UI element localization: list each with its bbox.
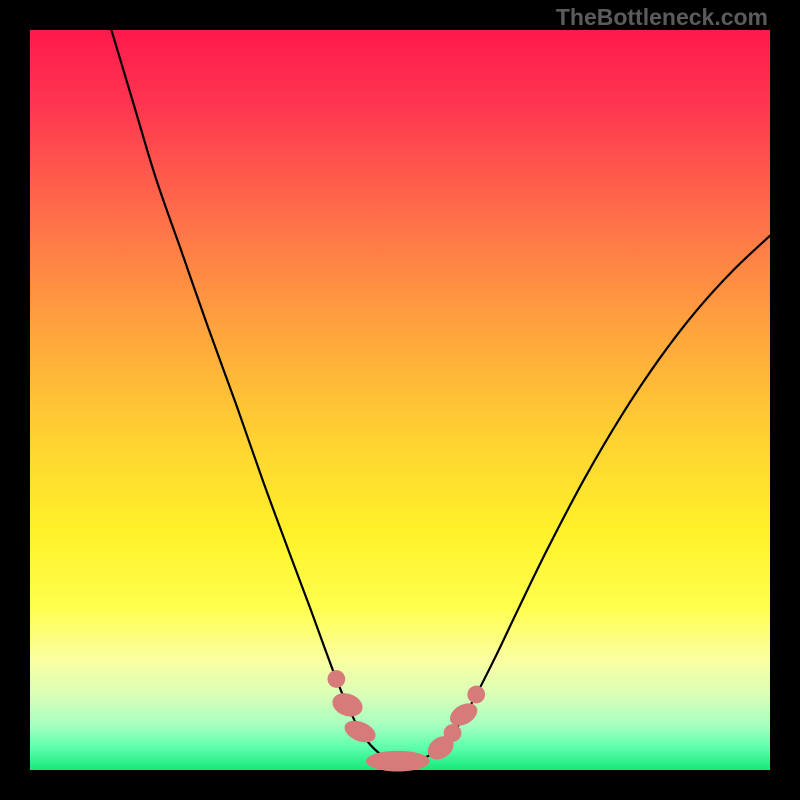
curve-marker: [327, 670, 345, 688]
watermark-text: TheBottleneck.com: [556, 4, 768, 31]
curve-layer: [30, 30, 770, 770]
curve-marker: [341, 717, 378, 747]
marker-group: [327, 670, 485, 771]
chart-frame: TheBottleneck.com: [0, 0, 800, 800]
plot-area: [30, 30, 770, 770]
bottleneck-curve: [111, 30, 770, 762]
curve-marker: [444, 724, 462, 742]
curve-marker: [329, 689, 366, 720]
curve-marker: [467, 686, 485, 704]
curve-marker: [366, 751, 430, 772]
